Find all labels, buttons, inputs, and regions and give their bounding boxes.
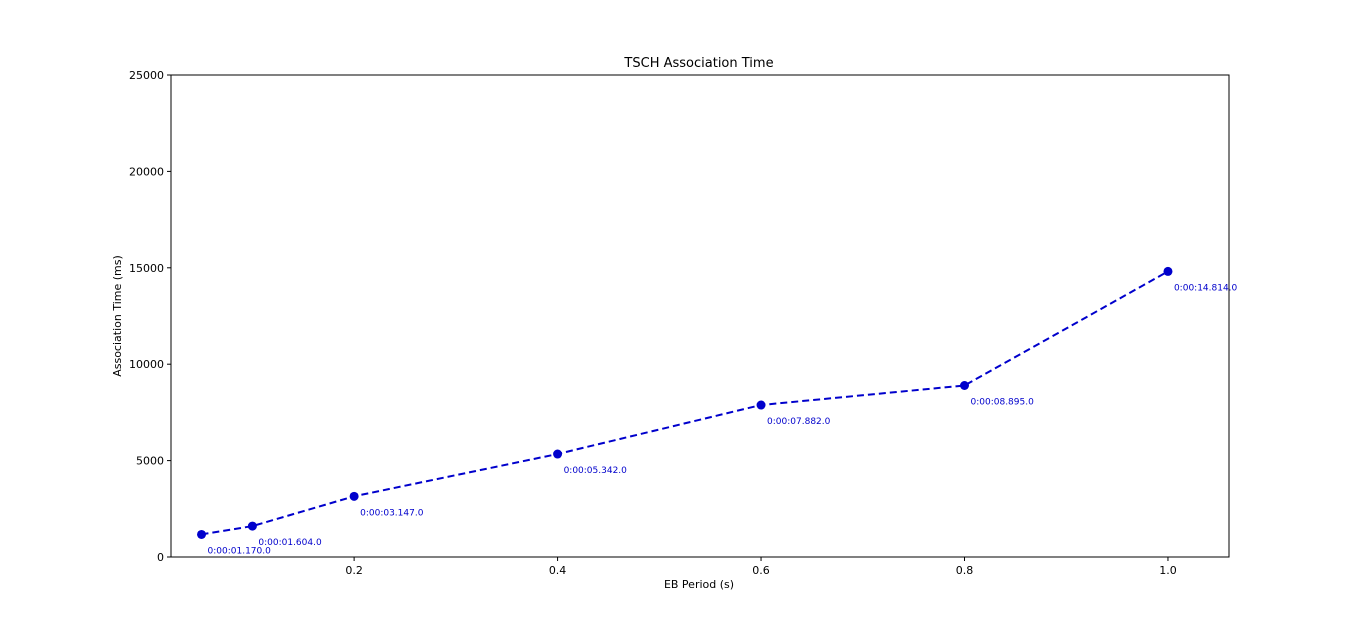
data-label: 0:00:01.604.0 [258,538,322,548]
y-tick-label: 25000 [129,69,164,82]
y-tick-label: 10000 [129,358,164,371]
x-tick-label: 0.8 [956,564,974,577]
data-point [247,521,257,531]
x-axis-label: EB Period (s) [664,578,734,591]
data-series [197,266,1173,539]
x-tick-label: 0.4 [549,564,567,577]
y-tick-label: 15000 [129,262,164,275]
data-label: 0:00:08.895.0 [971,398,1035,408]
x-tick-label: 0.6 [752,564,770,577]
data-point [756,400,766,410]
y-axis-label: Association Time (ms) [111,255,124,377]
data-point [960,381,969,391]
data-labels: 0:00:01.170.00:00:01.604.0 0:00:03.147.0 0… [208,283,1238,556]
data-label: 0:00:05.342.0 [564,466,628,476]
data-point [1163,266,1173,276]
data-label: 0:00:14.814.0 [1174,283,1238,293]
data-point [349,491,359,501]
plot-frame [170,74,1230,558]
data-label: 0:00:03.147.0 [360,508,424,518]
data-label: 0:00:07.882.0 [767,417,831,427]
y-tick-label: 0 [157,551,164,564]
x-tick-label: 1.0 [1159,564,1177,577]
data-label: 0:00:01.170.0 [208,546,272,556]
axes: 0.2 0.4 0.6 0.8 1.0 0 5000 10000 15000 20000 25000 [129,69,1230,577]
data-point [197,529,207,539]
data-point [553,449,563,459]
y-tick-label: 5000 [136,455,164,468]
y-tick-label: 20000 [129,165,164,178]
chart-title: TSCH Association Time [623,56,773,71]
x-tick-label: 0.2 [345,564,363,577]
